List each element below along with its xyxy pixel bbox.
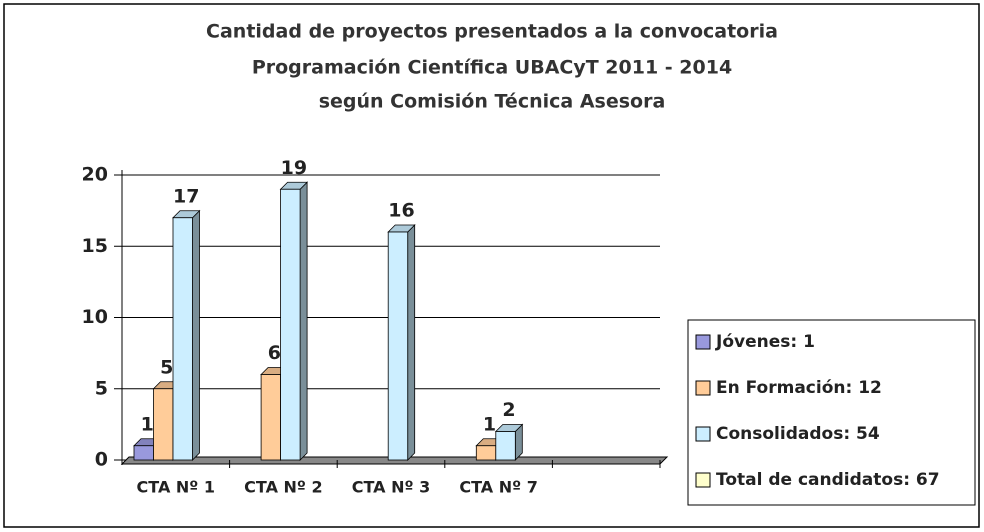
bar-face	[475, 445, 497, 461]
bar-face	[153, 388, 174, 461]
data-label: 19	[281, 157, 307, 179]
data-label: 5	[160, 356, 173, 378]
legend-swatch	[695, 380, 711, 396]
bar	[387, 224, 416, 461]
data-label: 16	[388, 200, 414, 222]
y-tick-label: 0	[95, 449, 108, 471]
bar-face	[133, 445, 154, 461]
bar-face	[172, 217, 193, 461]
chart-title: según Comisión Técnica Asesora	[319, 91, 666, 113]
data-label: 1	[483, 413, 496, 435]
chart-title: Programación Científica UBACyT 2011 - 20…	[252, 57, 732, 79]
chart-title: Cantidad de proyectos presentados a la c…	[206, 21, 778, 43]
legend	[687, 319, 976, 506]
bar	[494, 423, 524, 461]
bar	[279, 181, 309, 461]
data-label: 6	[268, 342, 281, 364]
bar-face	[495, 431, 516, 461]
bar-face	[299, 181, 308, 461]
y-tick-label: 10	[82, 306, 108, 328]
data-label: 1	[141, 413, 154, 435]
legend-label: Consolidados: 54	[716, 424, 880, 444]
bar-face	[192, 209, 200, 461]
bar-face	[407, 224, 416, 461]
bar-face	[280, 188, 301, 461]
legend-label: En Formación: 12	[716, 378, 882, 398]
legend-swatch	[695, 472, 711, 488]
legend-label: Total de candidatos: 67	[716, 470, 940, 490]
legend-swatch	[695, 334, 711, 350]
floor	[120, 456, 669, 465]
legend-label: Jóvenes: 1	[715, 332, 815, 352]
bar-face	[387, 231, 409, 461]
bar	[172, 209, 201, 461]
y-tick-label: 15	[82, 235, 108, 257]
legend-swatch	[695, 426, 711, 442]
data-label: 2	[502, 399, 515, 421]
x-tick-label: CTA Nº 1	[137, 478, 215, 497]
bar-face	[260, 374, 282, 461]
data-label: 17	[173, 185, 199, 207]
x-tick-label: CTA Nº 3	[352, 478, 430, 497]
y-tick-label: 5	[95, 377, 108, 399]
x-tick-label: CTA Nº 7	[459, 478, 537, 497]
y-tick-label: 20	[82, 164, 108, 186]
x-tick-label: CTA Nº 2	[244, 478, 322, 497]
